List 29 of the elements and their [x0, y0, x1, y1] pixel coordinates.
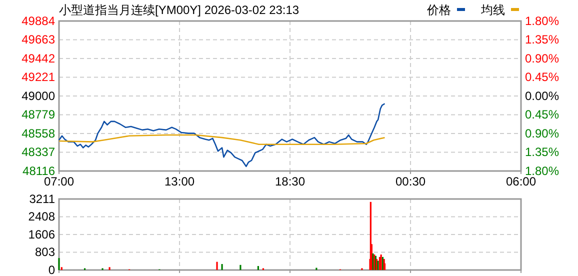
y-tick-label: 0 — [48, 262, 56, 276]
line-series — [58, 134, 386, 146]
y2-tick-label: 0.45% — [525, 70, 560, 84]
y2-tick-label: 0.90% — [525, 126, 560, 140]
y2-tick-label: 0.00% — [525, 88, 560, 103]
y2-tick-label: 0.45% — [525, 108, 560, 122]
y-tick-label: 48558 — [22, 126, 56, 140]
y-tick-label: 48337 — [22, 145, 56, 160]
chart-title: 小型道指当月连续[YM00Y] 2026-03-02 23:13 — [59, 3, 300, 17]
y-tick-label: 2408 — [28, 210, 56, 224]
y2-tick-label: 1.35% — [525, 145, 560, 160]
y-tick-label: 49000 — [22, 88, 56, 103]
y2-tick-label: 1.35% — [525, 32, 560, 47]
x-tick-label: 13:00 — [164, 174, 195, 189]
y-tick-label: 49663 — [22, 32, 56, 47]
y-tick-label: 3211 — [29, 192, 56, 206]
y2-tick-label: 0.90% — [525, 51, 560, 66]
legend-label: 均线 — [480, 3, 505, 17]
y-tick-label: 803 — [34, 245, 56, 260]
y-tick-label: 48779 — [22, 108, 56, 122]
x-tick-label: 18:30 — [274, 174, 306, 189]
y-tick-label: 49884 — [22, 14, 56, 28]
y-tick-label: 1606 — [28, 227, 56, 242]
y-tick-label: 49221 — [22, 70, 56, 84]
y2-tick-label: 1.80% — [525, 14, 560, 28]
x-tick-label: 00:30 — [396, 174, 426, 189]
legend-label: 价格 — [426, 3, 451, 17]
y-tick-label: 49442 — [22, 51, 56, 66]
line-series — [58, 102, 386, 168]
